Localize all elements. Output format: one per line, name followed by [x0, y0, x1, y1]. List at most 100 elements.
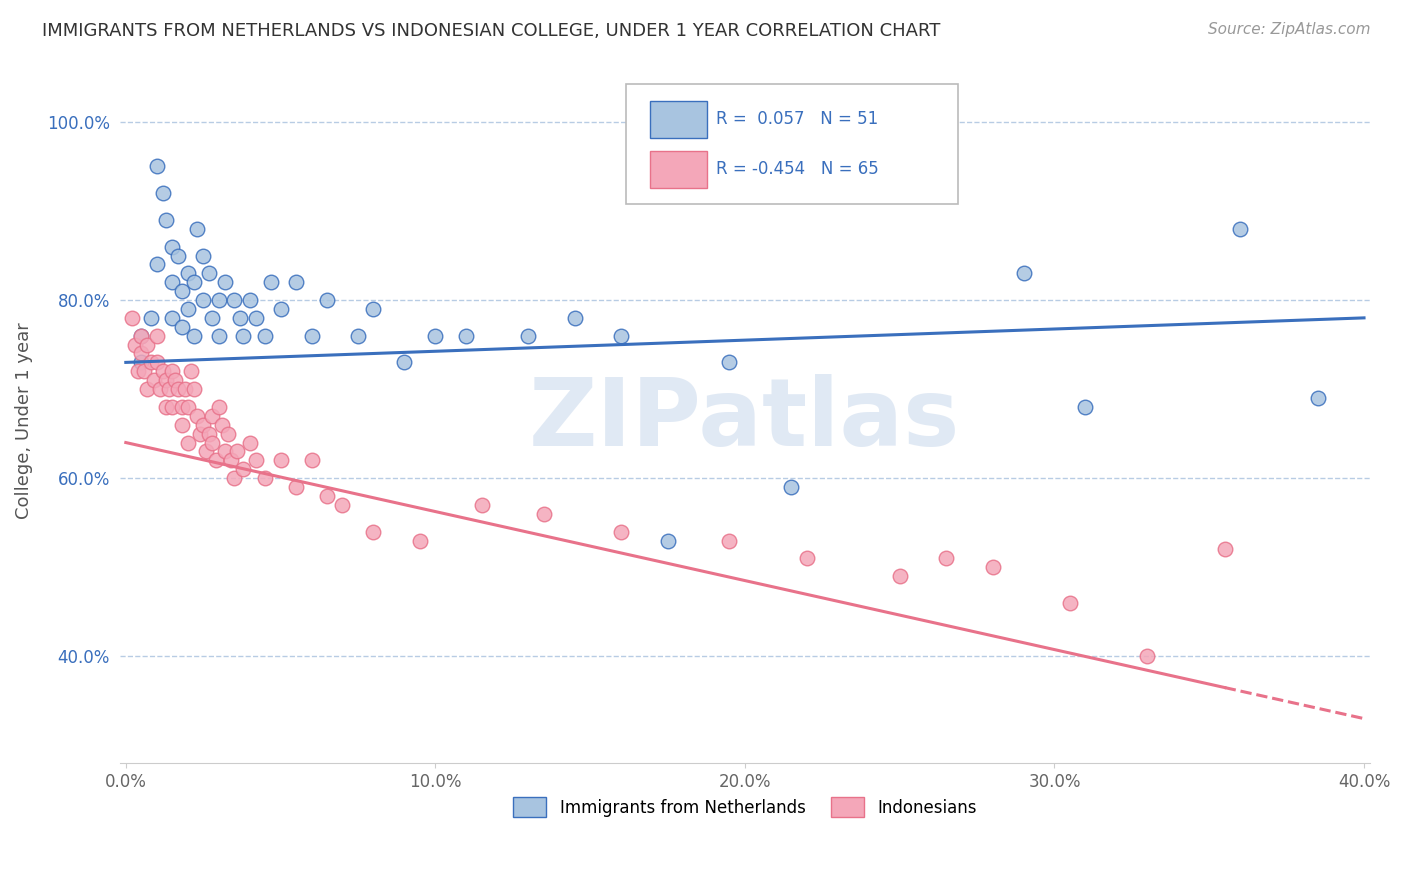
FancyBboxPatch shape — [650, 151, 707, 188]
Point — [239, 293, 262, 307]
Point — [183, 328, 205, 343]
Point — [517, 328, 540, 343]
Point — [610, 524, 633, 539]
Point — [780, 480, 803, 494]
Point — [177, 301, 200, 316]
Point — [214, 444, 236, 458]
Point — [1074, 400, 1097, 414]
Point — [254, 328, 277, 343]
Point — [1306, 391, 1329, 405]
Point — [170, 319, 193, 334]
Point — [718, 533, 741, 548]
Point — [270, 453, 292, 467]
Text: Source: ZipAtlas.com: Source: ZipAtlas.com — [1208, 22, 1371, 37]
Point — [363, 524, 385, 539]
Point — [188, 426, 211, 441]
Point — [198, 266, 221, 280]
Point — [610, 328, 633, 343]
Point — [136, 337, 159, 351]
Point — [134, 364, 156, 378]
FancyBboxPatch shape — [650, 101, 707, 137]
Point — [127, 364, 149, 378]
Point — [245, 310, 267, 325]
Point — [155, 213, 177, 227]
Point — [129, 328, 152, 343]
Point — [177, 400, 200, 414]
Point — [155, 400, 177, 414]
Point — [229, 310, 252, 325]
Point — [1059, 596, 1081, 610]
Point — [124, 337, 146, 351]
Point — [145, 355, 167, 369]
Point — [981, 560, 1004, 574]
Point — [219, 453, 242, 467]
Point — [1012, 266, 1035, 280]
Point — [186, 409, 208, 423]
Point — [177, 435, 200, 450]
Point — [332, 498, 354, 512]
Text: IMMIGRANTS FROM NETHERLANDS VS INDONESIAN COLLEGE, UNDER 1 YEAR CORRELATION CHAR: IMMIGRANTS FROM NETHERLANDS VS INDONESIA… — [42, 22, 941, 40]
Point — [165, 373, 187, 387]
Point — [394, 355, 416, 369]
Point — [177, 266, 200, 280]
Point — [193, 293, 215, 307]
Point — [195, 444, 218, 458]
Point — [145, 328, 167, 343]
Point — [260, 275, 283, 289]
Point — [270, 301, 292, 316]
Point — [254, 471, 277, 485]
Point — [162, 364, 184, 378]
Point — [201, 409, 224, 423]
Point — [208, 293, 231, 307]
Point — [145, 160, 167, 174]
Point — [162, 239, 184, 253]
Point — [245, 453, 267, 467]
Y-axis label: College, Under 1 year: College, Under 1 year — [15, 322, 32, 518]
Point — [935, 551, 957, 566]
Point — [316, 489, 339, 503]
Point — [162, 310, 184, 325]
Point — [167, 382, 190, 396]
Point — [239, 435, 262, 450]
Point — [796, 551, 818, 566]
Point — [121, 310, 143, 325]
Point — [214, 275, 236, 289]
Text: R = -0.454   N = 65: R = -0.454 N = 65 — [716, 160, 879, 178]
Point — [456, 328, 478, 343]
Point — [136, 382, 159, 396]
Point — [301, 328, 323, 343]
Point — [363, 301, 385, 316]
Point — [198, 426, 221, 441]
Text: R =  0.057   N = 51: R = 0.057 N = 51 — [716, 110, 879, 128]
Point — [285, 480, 308, 494]
Point — [139, 310, 162, 325]
Point — [193, 248, 215, 262]
Point — [1229, 222, 1251, 236]
Point — [208, 328, 231, 343]
Point — [129, 355, 152, 369]
Text: ZIPatlas: ZIPatlas — [529, 375, 960, 467]
Point — [183, 275, 205, 289]
Point — [224, 293, 246, 307]
Point — [149, 382, 172, 396]
Point — [232, 328, 254, 343]
Point — [1136, 649, 1159, 664]
Point — [152, 364, 174, 378]
Point — [155, 373, 177, 387]
Point — [217, 426, 239, 441]
Point — [139, 355, 162, 369]
Point — [889, 569, 911, 583]
Point — [347, 328, 370, 343]
Point — [211, 417, 233, 432]
Point — [186, 222, 208, 236]
Point — [301, 453, 323, 467]
Point — [170, 400, 193, 414]
Point — [162, 275, 184, 289]
Point — [170, 284, 193, 298]
Point — [142, 373, 165, 387]
Point — [162, 400, 184, 414]
Point — [533, 507, 555, 521]
Point — [129, 328, 152, 343]
Point — [152, 186, 174, 201]
Point — [167, 248, 190, 262]
